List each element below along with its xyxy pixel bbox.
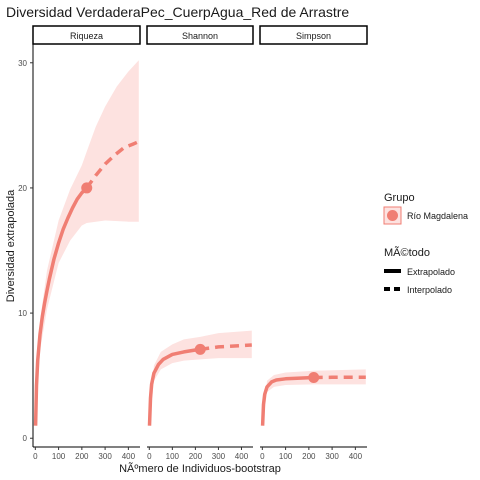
legend-interpolado-label: Interpolado [407, 285, 452, 295]
y-tick-label: 10 [18, 309, 27, 318]
x-tick-label: 200 [302, 452, 316, 461]
facet-strip [32, 25, 141, 45]
legend-grupo-point [387, 210, 398, 221]
x-tick-label: 400 [349, 452, 363, 461]
x-tick-label: 400 [122, 452, 136, 461]
x-tick-label: 400 [235, 452, 249, 461]
observed-point [194, 343, 206, 355]
facet-simpson: Simpson [259, 25, 368, 426]
extrapolated-line [199, 343, 252, 352]
x-axis-shannon: 0 100 200 300 400 [147, 446, 253, 461]
facet-strip-label: Simpson [296, 31, 331, 41]
facet-riqueza: Riqueza [32, 25, 141, 426]
observed-point [308, 372, 320, 384]
x-axis-label: NÃºmero de Individuos-bootstrap [119, 462, 281, 475]
x-tick-label: 300 [325, 452, 339, 461]
y-axis-label: Diversidad extrapolada [5, 189, 17, 302]
facet-strip-label: Riqueza [70, 31, 103, 41]
facet-strip [259, 25, 368, 45]
x-tick-label: 200 [75, 452, 89, 461]
legend-grupo-item: Río Magdalena [407, 211, 468, 221]
interpolated-line [33, 186, 88, 426]
x-tick-label: 0 [33, 452, 38, 461]
extrapolated-line [85, 139, 140, 189]
facet-strip [146, 25, 254, 45]
observed-point [81, 182, 93, 194]
legend: Grupo Río Magdalena MÃ©todo Extrapolado … [383, 192, 468, 295]
x-axis-riqueza: 0 100 200 300 400 [33, 446, 140, 461]
legend-metodo-title: MÃ©todo [384, 246, 430, 259]
y-tick-label: 0 [23, 434, 28, 443]
legend-grupo-title: Grupo [384, 192, 415, 204]
x-tick-label: 100 [52, 452, 66, 461]
y-tick-label: 20 [18, 184, 27, 193]
x-tick-label: 300 [98, 452, 112, 461]
facet-strip-label: Shannon [182, 31, 218, 41]
x-tick-label: 200 [189, 452, 203, 461]
x-axes: 0 100 200 300 400 0 100 200 300 400 0 100 200 300 400 [33, 446, 367, 461]
chart-title: Diversidad VerdaderaPec_CuerpAgua_Red de… [6, 4, 349, 20]
facet-panels: Riqueza Shannon Simpson [32, 25, 368, 426]
y-tick-label: 30 [18, 59, 27, 68]
legend-extrapolado-label: Extrapolado [407, 267, 455, 277]
x-tick-label: 100 [279, 452, 293, 461]
ci-ribbon [262, 369, 366, 426]
x-axis-simpson: 0 100 200 300 400 [260, 446, 367, 461]
x-tick-label: 0 [260, 452, 265, 461]
x-tick-label: 300 [212, 452, 226, 461]
interpolated-line [147, 347, 201, 426]
ci-ribbon [35, 60, 139, 426]
x-tick-label: 100 [166, 452, 180, 461]
x-tick-label: 0 [147, 452, 152, 461]
y-axis: 0 10 20 30 [18, 44, 34, 447]
facet-shannon: Shannon [146, 25, 254, 426]
interpolated-line [260, 375, 314, 426]
